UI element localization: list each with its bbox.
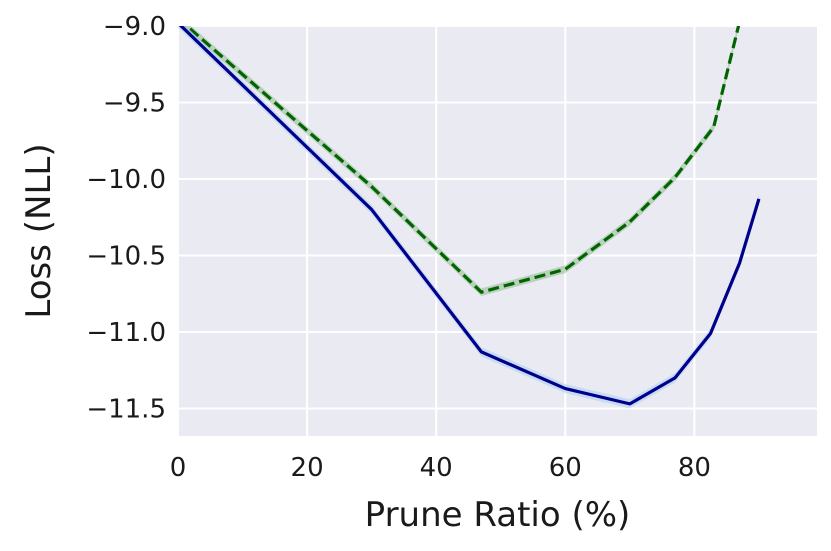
tick-labels: 0 20 40 60 80 −9.0 −9.5 −10.0 −10.5 −11.0 −11.5 <box>86 12 711 483</box>
y-tick-label: −11.0 <box>86 318 166 348</box>
x-tick-label: 20 <box>291 453 324 483</box>
series-1-line <box>184 26 741 294</box>
y-tick-label: −9.5 <box>103 88 166 118</box>
x-tick-label: 0 <box>170 453 187 483</box>
x-axis-label: Prune Ratio (%) <box>365 495 631 535</box>
y-tick-label: −9.0 <box>103 12 166 42</box>
series-layer <box>178 26 761 409</box>
y-tick-label: −10.5 <box>86 241 166 271</box>
x-tick-label: 40 <box>420 453 453 483</box>
y-axis-label: Loss (NLL) <box>19 143 59 318</box>
x-tick-label: 80 <box>678 453 711 483</box>
y-tick-label: −11.5 <box>86 394 166 424</box>
y-tick-label: −10.0 <box>86 165 166 195</box>
plot-background <box>178 26 817 436</box>
x-tick-label: 60 <box>549 453 582 483</box>
series-2-band <box>178 26 759 409</box>
series-2-line <box>178 26 761 406</box>
